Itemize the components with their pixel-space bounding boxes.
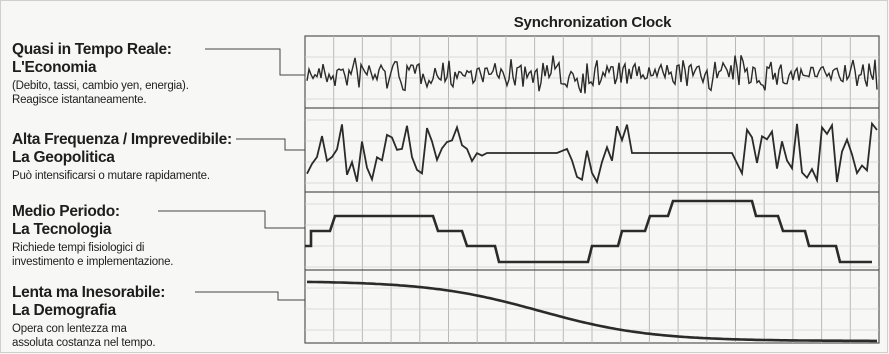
row-title-line1: Lenta ma Inesorabile: <box>12 284 166 301</box>
row-desc-line1: (Debito, tassi, cambio yen, energia). <box>12 80 189 92</box>
connector-line <box>236 138 305 151</box>
label-connectors <box>158 48 305 301</box>
signal-economy <box>306 55 878 94</box>
signal-demography <box>307 280 877 343</box>
row-title-line2: La Demografia <box>12 302 116 319</box>
row-desc-line1: Può intensificarsi o mutare rapidamente. <box>12 170 210 182</box>
row-desc-line1: Opera con lentezza ma <box>12 323 127 335</box>
row-title-line2: La Tecnologia <box>12 221 112 238</box>
row-title-line2: L'Economia <box>12 59 97 76</box>
connector-line <box>205 48 305 76</box>
row-desc-line2: assoluta costanza nel tempo. <box>12 337 156 349</box>
row-desc-line2: investimento e implementazione. <box>12 256 174 268</box>
row-title-line1: Quasi in Tempo Reale: <box>12 41 172 58</box>
connector-line <box>195 291 305 301</box>
row-label-geopolitics: Alta Frequenza / Imprevedibile: La Geopo… <box>12 131 302 183</box>
signal-technology <box>305 199 872 264</box>
row-title-line2: La Geopolitica <box>12 149 115 166</box>
clock-title: Synchronization Clock <box>513 14 672 31</box>
row-label-demography: Lenta ma Inesorabile: La Demografia Oper… <box>12 284 302 350</box>
row-desc-line1: Richiede tempi fisiologici di <box>12 242 145 254</box>
signal-traces <box>305 55 878 343</box>
row-title-line1: Alta Frequenza / Imprevedibile: <box>12 131 232 148</box>
row-desc-line2: Reagisce istantaneamente. <box>12 94 147 106</box>
connector-line <box>158 210 305 229</box>
row-label-technology: Medio Periodo: La Tecnologia Richiede te… <box>12 203 302 269</box>
signal-geopolitics <box>306 121 878 185</box>
row-label-economy: Quasi in Tempo Reale: L'Economia (Debito… <box>12 41 302 107</box>
row-title-line1: Medio Periodo: <box>12 203 120 220</box>
clock-grid <box>304 35 880 344</box>
